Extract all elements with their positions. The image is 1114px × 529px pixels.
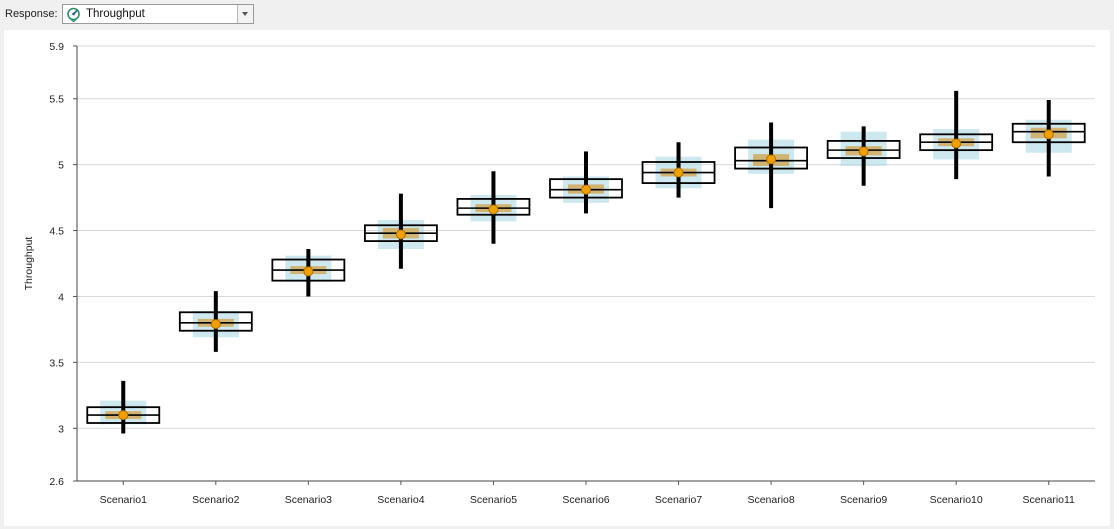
iqr-box — [178, 311, 253, 332]
y-axis-title: Throughput — [23, 237, 35, 291]
box-group — [826, 126, 901, 186]
box-group — [271, 249, 346, 297]
y-tick-label: 4 — [58, 291, 64, 303]
axis-labels: 2.6 3 3.5 4 4.5 5 5.5 5.9 Throughput Scenario1 Sce… — [23, 41, 1075, 506]
grid-lines — [77, 45, 1095, 482]
mean-marker — [766, 154, 777, 165]
y-tick-label: 4.5 — [49, 226, 64, 238]
x-tick-label: Scenario10 — [930, 494, 983, 506]
x-tick-label: Scenario3 — [285, 494, 332, 506]
axes — [73, 45, 1095, 485]
dropdown-button[interactable] — [237, 5, 253, 23]
box-group — [549, 151, 623, 214]
mean-marker — [488, 204, 499, 215]
mean-marker — [951, 138, 962, 149]
mean-marker — [395, 229, 406, 240]
x-tick-label: Scenario11 — [1023, 494, 1076, 506]
x-tick-label: Scenario2 — [192, 494, 239, 506]
y-tick-label: 3.5 — [49, 357, 64, 369]
x-tick-label: Scenario1 — [100, 494, 147, 506]
x-tick-label: Scenario9 — [840, 494, 887, 506]
chart-panel: 2.6 3 3.5 4 4.5 5 5.5 5.9 Throughput Scenario1 Sce… — [4, 30, 1110, 526]
x-tick-label: Scenario4 — [377, 494, 424, 506]
iqr-box — [456, 198, 531, 216]
mean-marker — [858, 146, 869, 157]
box-group — [734, 122, 808, 209]
boxplot-chart: 2.6 3 3.5 4 4.5 5 5.5 5.9 Throughput Scenario1 Sce… — [23, 41, 1095, 506]
mean-marker — [210, 319, 221, 330]
y-tick-label: 2.6 — [49, 476, 64, 488]
box-group — [364, 193, 438, 269]
response-dropdown[interactable]: Throughput — [62, 4, 254, 24]
box-group — [641, 142, 716, 198]
y-tick-label: 5 — [58, 160, 64, 172]
box-group — [919, 90, 994, 180]
x-tick-label: Scenario6 — [562, 494, 609, 506]
box-group — [178, 291, 253, 352]
plot-area — [86, 90, 1086, 434]
y-tick-label: 5.5 — [49, 94, 64, 106]
y-tick-label: 3 — [58, 423, 64, 435]
box-group — [456, 171, 531, 244]
response-label: Response: — [5, 8, 58, 20]
toolbar: Response: Throughput — [0, 0, 1114, 30]
throughput-gauge-icon — [66, 7, 81, 22]
iqr-box — [734, 146, 808, 170]
mean-marker — [673, 167, 684, 178]
response-value: Throughput — [86, 8, 145, 20]
x-tick-label: Scenario5 — [470, 494, 517, 506]
x-tick-label: Scenario7 — [655, 494, 702, 506]
x-tick-label: Scenario8 — [747, 494, 794, 506]
box-group — [86, 380, 161, 434]
chevron-down-icon — [242, 12, 248, 16]
iqr-box — [549, 178, 623, 199]
mean-marker — [1043, 129, 1054, 140]
y-tick-label: 5.9 — [49, 41, 64, 53]
iqr-box — [1011, 122, 1086, 144]
box-group — [1011, 100, 1086, 177]
mean-marker — [581, 184, 591, 195]
mean-marker — [118, 410, 129, 421]
mean-marker — [303, 266, 314, 277]
